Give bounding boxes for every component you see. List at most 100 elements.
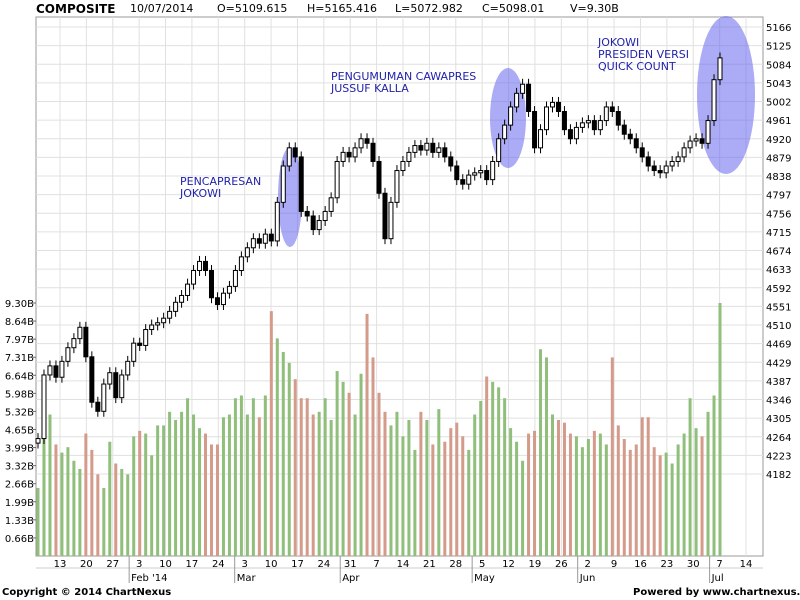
candle-body: [549, 101, 555, 108]
price-tick-label: 4551: [766, 302, 791, 313]
volume-bar: [90, 449, 94, 556]
volume-bar: [539, 349, 543, 556]
candle-body: [394, 170, 400, 203]
candle-body: [573, 126, 579, 140]
candle-body: [663, 165, 669, 174]
volume-bar: [509, 428, 513, 556]
volume-bar: [299, 398, 303, 556]
volume-tick-label: 6.64B: [5, 371, 34, 382]
candle-body: [538, 129, 544, 149]
candle-body: [316, 220, 322, 231]
candle-body: [59, 360, 65, 378]
date-tick-label: 5: [479, 559, 485, 570]
candle-body: [633, 138, 639, 149]
volume-bar: [287, 362, 291, 556]
price-tick-label: 4510: [766, 321, 791, 332]
volume-bar: [365, 313, 369, 556]
candle-body: [603, 106, 609, 122]
volume-bar: [718, 303, 722, 556]
candle-body: [651, 165, 657, 172]
powered-by-text: Powered by www.chartnexus.com: [633, 587, 800, 598]
candle-body: [197, 260, 203, 271]
price-tick-label: 4223: [766, 451, 791, 462]
volume-bar: [96, 474, 100, 556]
candle-body: [226, 285, 232, 294]
date-tick-label: 10: [265, 559, 278, 570]
candle-body: [675, 156, 681, 162]
candle-body: [609, 106, 615, 112]
candle-body: [502, 124, 508, 140]
volume-tick-label: 5.98B: [5, 389, 34, 400]
price-tick-label: 4715: [766, 228, 791, 239]
volume-bar: [586, 439, 590, 556]
price-tick-label: 4879: [766, 153, 791, 164]
candle-body: [41, 374, 47, 440]
volume-bar: [694, 428, 698, 556]
price-tick-label: 4264: [766, 433, 791, 444]
volume-bar: [634, 444, 638, 556]
candle-body: [107, 372, 113, 385]
candle-body: [203, 260, 209, 271]
annotation-text: PENGUMUMAN CAWAPRES: [331, 70, 476, 83]
volume-bar: [317, 411, 321, 556]
volume-bar: [389, 425, 393, 556]
candle-body: [77, 326, 83, 340]
volume-bar: [491, 381, 495, 556]
candle-body: [113, 372, 119, 399]
volume-bar: [180, 411, 184, 556]
date-tick-label: 17: [291, 559, 304, 570]
grid-lines: [36, 17, 763, 556]
volume-tick-label: 8.64B: [5, 317, 34, 328]
candle-body: [657, 170, 663, 174]
volume-bar: [281, 351, 285, 556]
candle-body: [561, 110, 567, 131]
volume-bar: [269, 311, 273, 556]
date-tick-label: 28: [449, 559, 462, 570]
volume-bar: [329, 419, 333, 556]
event-highlight: [697, 16, 755, 174]
volume-tick-label: 3.32B: [5, 462, 34, 473]
volume-bar: [377, 392, 381, 556]
candle-body: [179, 294, 185, 303]
volume-bar: [168, 411, 172, 556]
candle-body: [436, 147, 442, 153]
volume-bar: [305, 398, 309, 556]
volume-bar: [706, 411, 710, 556]
header-low: L=5072.982: [395, 2, 463, 15]
volume-bar: [646, 417, 650, 556]
volume-bar: [503, 398, 507, 556]
candle-body: [292, 147, 298, 158]
volume-tick-label: 7.31B: [5, 353, 34, 364]
volume-bar: [598, 433, 602, 556]
volume-bar: [263, 395, 267, 556]
copyright-text: Copyright © 2014 ChartNexus: [2, 587, 172, 598]
price-tick-label: 4346: [766, 396, 791, 407]
candle-body: [191, 269, 197, 285]
candle-body: [526, 83, 532, 112]
volume-bar: [371, 357, 375, 556]
volume-bar: [335, 371, 339, 556]
date-tick-label: 9: [611, 559, 617, 570]
date-tick-label: 16: [634, 559, 647, 570]
month-label: Mar: [237, 573, 257, 584]
volume-bar: [126, 474, 130, 556]
candle-body: [310, 215, 316, 231]
price-axis: 4182 4223 4264 4305 4346 4387 4429 4469 4510 4551…: [766, 23, 791, 481]
annotation-text: JOKOWI: [179, 187, 221, 200]
header-volume: V=9.30B: [570, 2, 619, 15]
candle-body: [125, 360, 131, 376]
volume-bar: [54, 444, 58, 556]
candle-body: [567, 129, 573, 140]
date-tick-label: 20: [80, 559, 93, 570]
volume-bar: [676, 444, 680, 556]
volume-bar: [568, 433, 572, 556]
volume-bar: [455, 422, 459, 556]
volume-bar: [353, 414, 357, 556]
volume-bar: [545, 357, 549, 556]
candle-body: [591, 120, 597, 131]
candle-body: [71, 338, 77, 349]
date-tick-label: 23: [660, 559, 673, 570]
volume-bar: [221, 417, 225, 556]
date-tick-label: 24: [212, 559, 225, 570]
